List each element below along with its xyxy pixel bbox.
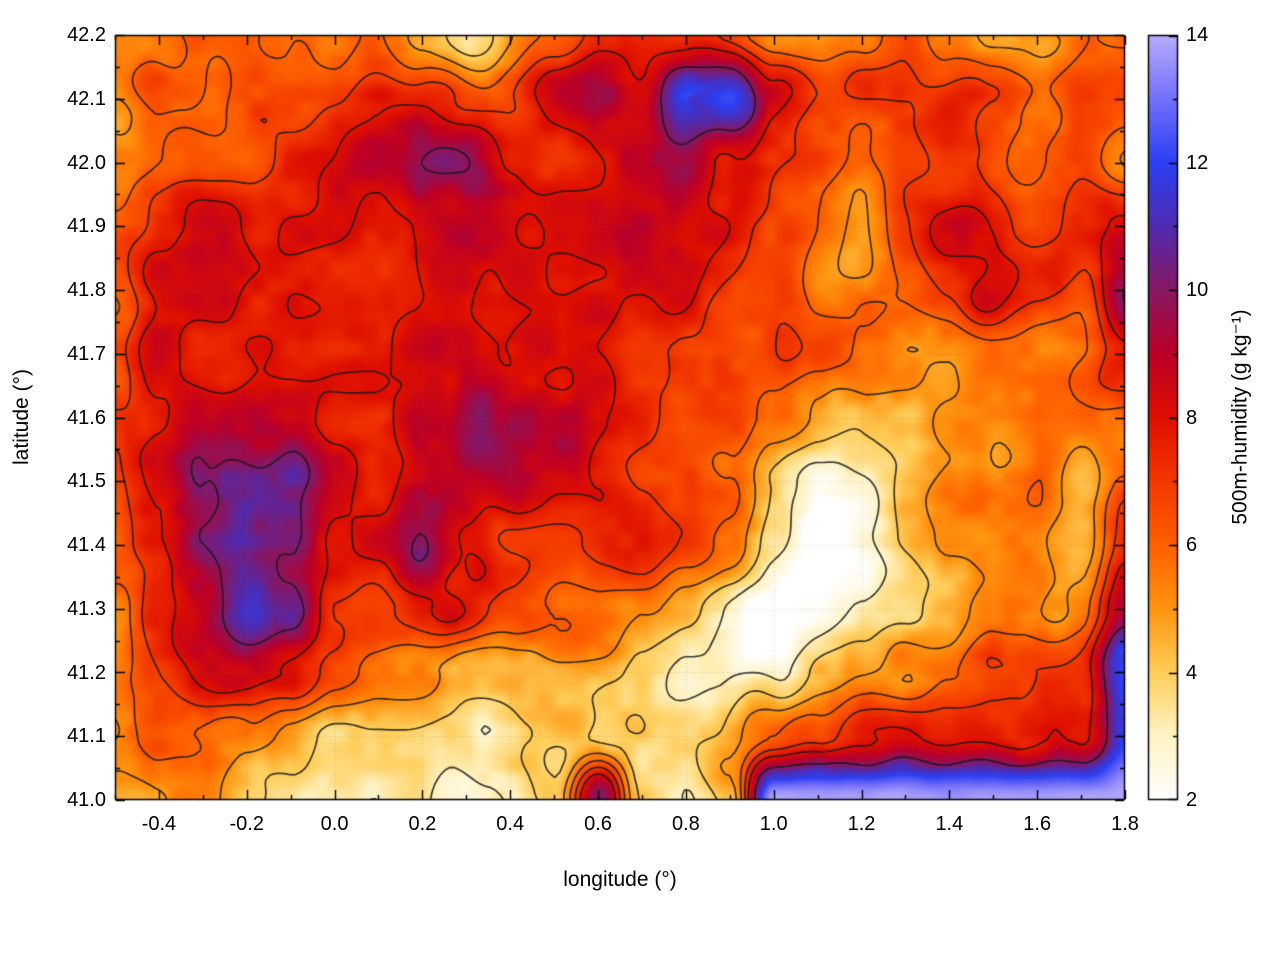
y-tick-label: 41.4 — [67, 534, 106, 556]
y-tick-label: 41.6 — [67, 406, 106, 429]
colorbar-title: 500m-humidity (g kg⁻¹) — [1228, 309, 1252, 525]
x-tick-label: 1.6 — [1023, 813, 1052, 835]
y-tick-label: 41.7 — [67, 342, 106, 365]
x-tick-label: 0.2 — [408, 813, 437, 835]
x-tick-label: 0.0 — [320, 813, 349, 835]
y-tick-label: 41.8 — [67, 279, 106, 301]
colorbar-tick-label: 12 — [1186, 151, 1209, 174]
x-tick-label: 0.6 — [584, 813, 612, 835]
y-tick-label: 41.9 — [67, 215, 106, 238]
y-tick-label: 42.2 — [67, 24, 106, 46]
colorbar-tick-label: 2 — [1186, 789, 1198, 811]
x-tick-label: 0.8 — [671, 813, 700, 835]
colorbar-tick-label: 6 — [1186, 534, 1198, 556]
x-tick-label: 1.2 — [847, 813, 876, 835]
x-tick-label: -0.4 — [141, 813, 177, 835]
x-tick-label: 1.8 — [1111, 813, 1139, 835]
x-axis-title: longitude (°) — [563, 868, 677, 891]
y-tick-label: 41.2 — [67, 661, 106, 684]
x-tick-label: 1.0 — [759, 813, 788, 835]
y-tick-label: 42.1 — [67, 87, 106, 110]
y-tick-label: 41.0 — [67, 789, 106, 811]
x-tick-label: -0.2 — [229, 813, 264, 835]
y-tick-label: 41.3 — [67, 597, 106, 620]
y-tick-label: 41.1 — [67, 725, 106, 748]
colorbar-tick-label: 14 — [1186, 24, 1209, 46]
y-tick-label: 41.5 — [67, 470, 106, 493]
x-tick-label: 1.4 — [935, 813, 964, 835]
x-tick-label: 0.4 — [496, 813, 525, 835]
y-tick-label: 42.0 — [67, 151, 106, 174]
colorbar-tick-label: 8 — [1186, 406, 1198, 429]
colorbar-tick-label: 4 — [1186, 661, 1198, 684]
colorbar-tick-label: 10 — [1186, 279, 1209, 301]
